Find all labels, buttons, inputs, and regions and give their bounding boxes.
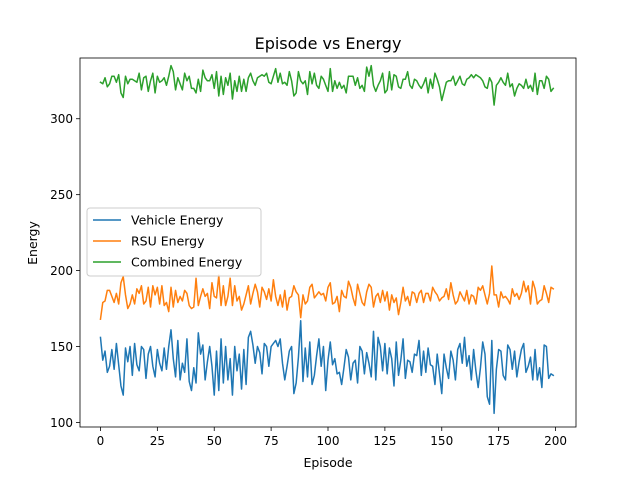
x-tick-label: 0 <box>97 434 105 448</box>
plot-area <box>79 57 577 428</box>
y-axis-ticks: 100 150 200 250 300 <box>50 112 80 430</box>
legend-box <box>86 207 262 277</box>
x-tick-label: 50 <box>207 434 222 448</box>
legend: Vehicle Energy RSU Energy Combined Energy <box>86 207 262 277</box>
x-tick-label: 25 <box>150 434 165 448</box>
x-axis-label: Episode <box>303 455 352 470</box>
y-tick-label: 100 <box>50 416 73 430</box>
y-tick-label: 300 <box>50 112 73 126</box>
legend-label-3: Combined Energy <box>131 255 243 270</box>
y-tick-label: 150 <box>50 340 73 354</box>
x-axis-ticks: 0 25 50 75 100 125 150 175 200 <box>97 427 567 448</box>
series-line-1 <box>99 319 555 415</box>
x-tick-label: 175 <box>487 434 510 448</box>
x-tick-label: 150 <box>430 434 453 448</box>
series-group <box>99 64 555 415</box>
series-line-2 <box>99 265 555 321</box>
chart-title: Episode vs Energy <box>255 34 402 53</box>
legend-label-2: RSU Energy <box>131 234 205 249</box>
x-tick-label: 100 <box>317 434 340 448</box>
y-axis-label: Energy <box>25 221 40 265</box>
series-line-3 <box>99 64 555 106</box>
x-tick-label: 75 <box>263 434 278 448</box>
legend-label-1: Vehicle Energy <box>131 213 224 228</box>
x-tick-label: 200 <box>544 434 567 448</box>
y-tick-label: 200 <box>50 264 73 278</box>
y-tick-label: 250 <box>50 188 73 202</box>
x-tick-label: 125 <box>373 434 396 448</box>
